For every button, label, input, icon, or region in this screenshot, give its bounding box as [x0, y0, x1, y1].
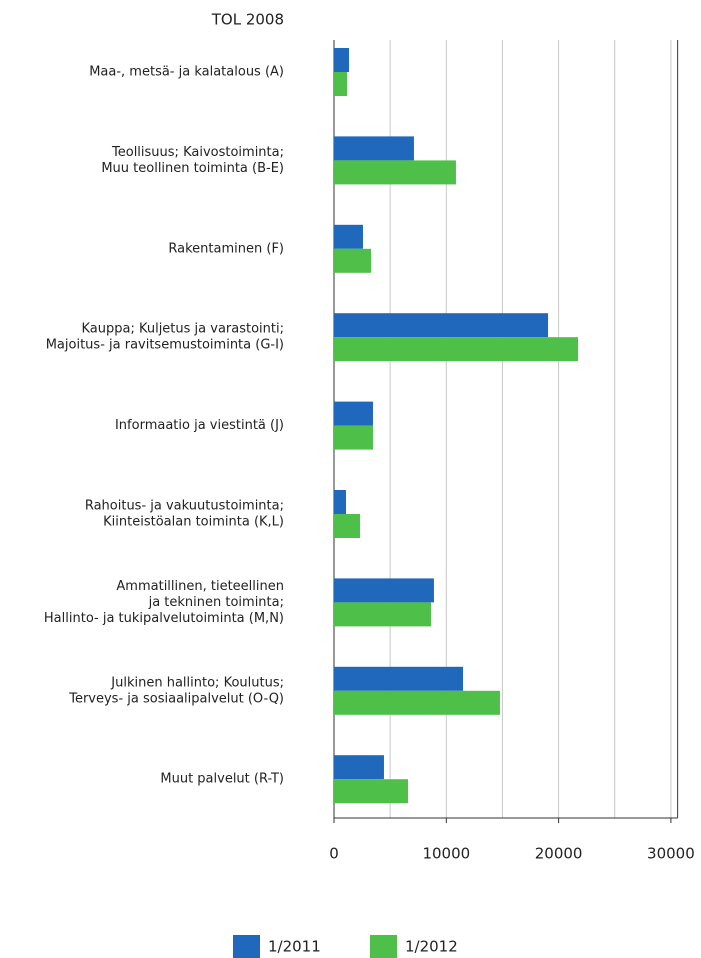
- category-label: Majoitus- ja ravitsemustoiminta (G-I): [46, 338, 284, 353]
- bar: [334, 578, 434, 603]
- x-tick-label: 10000: [422, 845, 470, 863]
- bar: [334, 224, 363, 249]
- bar: [334, 337, 579, 362]
- bar: [334, 602, 432, 627]
- bar: [334, 401, 373, 426]
- bar: [334, 779, 409, 804]
- bar: [334, 490, 347, 514]
- x-tick-label: 30000: [647, 845, 695, 863]
- bar: [334, 755, 384, 780]
- legend-swatch: [233, 935, 260, 958]
- category-label: ja tekninen toiminta;: [148, 595, 284, 610]
- bar: [334, 514, 361, 538]
- x-tick-label: 0: [329, 845, 339, 863]
- bar: [334, 313, 549, 338]
- category-label: Muu teollinen toiminta (B-E): [101, 161, 284, 176]
- category-label: Ammatillinen, tieteellinen: [116, 579, 284, 594]
- category-label: Informaatio ja viestintä (J): [115, 418, 284, 433]
- category-label: Teollisuus; Kaivostoiminta;: [111, 145, 284, 160]
- legend-swatch: [370, 935, 397, 958]
- bar: [334, 160, 456, 185]
- bar: [334, 136, 414, 161]
- bar: [334, 690, 500, 715]
- category-label: Rakentaminen (F): [168, 241, 284, 256]
- category-label: Terveys- ja sosiaalipalvelut (O-Q): [68, 691, 284, 706]
- bar: [334, 425, 373, 450]
- category-label: Rahoitus- ja vakuutustoiminta;: [85, 499, 284, 514]
- x-tick-label: 20000: [535, 845, 583, 863]
- bar: [334, 666, 464, 691]
- legend-label: 1/2011: [268, 938, 321, 956]
- bar: [334, 248, 372, 273]
- legend-label: 1/2012: [405, 938, 458, 956]
- category-label: Kauppa; Kuljetus ja varastointi;: [81, 322, 284, 337]
- category-label: Kiinteistöalan toiminta (K,L): [103, 515, 284, 530]
- axis-title: TOL 2008: [211, 11, 284, 29]
- category-label: Hallinto- ja tukipalvelutoiminta (M,N): [44, 611, 284, 626]
- category-label: Muut palvelut (R-T): [160, 772, 284, 787]
- category-label: Maa-, metsä- ja kalatalous (A): [89, 65, 284, 80]
- bar: [334, 72, 348, 96]
- category-label: Julkinen hallinto; Koulutus;: [110, 675, 284, 690]
- bar: [334, 48, 350, 72]
